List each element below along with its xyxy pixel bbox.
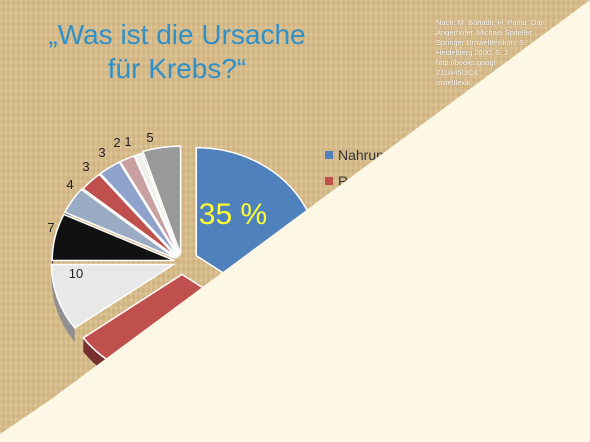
- title-line-1: „Was ist die Ursache: [48, 19, 306, 50]
- source-line: mweltlexik: [436, 78, 471, 87]
- source-citation: Nach: M. Bahadir, H. Parlar, Dan Angerhö…: [436, 18, 586, 88]
- slide-title: „Was ist die Ursache für Krebs?“: [12, 18, 342, 86]
- pie-slice-label: 3: [82, 159, 89, 174]
- pie-slice: [50, 263, 176, 329]
- pie-slice: [99, 161, 179, 258]
- source-line: Springer Umweltlexikon. S: [436, 38, 524, 47]
- pie-slice: [133, 152, 181, 257]
- pie-slice: [63, 188, 176, 259]
- pie-slice: [51, 213, 175, 262]
- legend-swatch: [325, 177, 333, 185]
- pie-slice-label: 3: [98, 145, 105, 160]
- legend-label: Nahrun: [338, 147, 384, 163]
- title-line-2: für Krebs?“: [107, 53, 247, 84]
- pie-slice-label: 4: [66, 177, 73, 192]
- pie-slice-side: [51, 264, 75, 342]
- source-line: Nach: M. Bahadir, H. Parlar, Dan: [436, 18, 545, 27]
- pie-slice-label: 5: [146, 130, 153, 145]
- source-line: Heidelberg 2000, S. 2: [436, 48, 509, 57]
- source-line: Angerhöfer, Michael Spiteller: [436, 28, 532, 37]
- pie-slice: [141, 145, 182, 255]
- pie-slice-label: 2: [113, 135, 120, 150]
- pie-slice: [81, 173, 178, 259]
- pie-slice-label: 1: [124, 134, 131, 149]
- pie-slice-label: 7: [47, 220, 54, 235]
- pie-slice-label: 10: [69, 266, 83, 281]
- source-line: http://books.googl: [436, 58, 496, 67]
- source-line: 211w450IC&: [436, 68, 479, 77]
- legend-swatch: [325, 151, 333, 159]
- legend-item-nahrung: Nahrun: [325, 142, 384, 168]
- pie-slice-label: 35 %: [199, 198, 267, 231]
